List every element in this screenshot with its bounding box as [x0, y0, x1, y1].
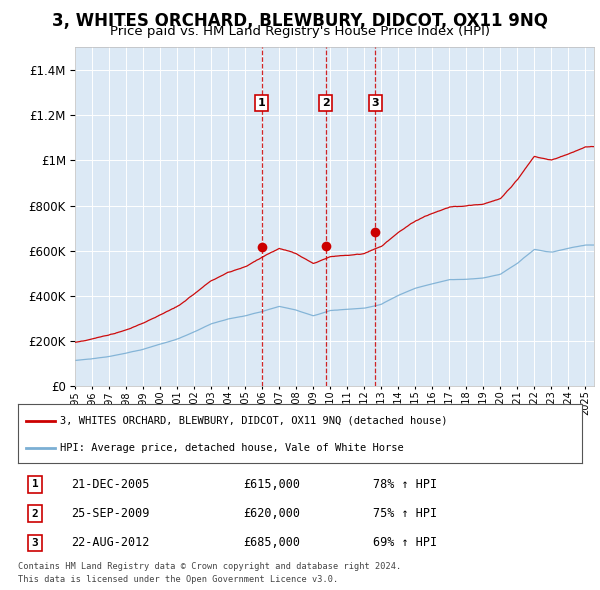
Text: HPI: Average price, detached house, Vale of White Horse: HPI: Average price, detached house, Vale… — [60, 444, 404, 453]
Text: 3: 3 — [371, 98, 379, 108]
Text: 22-AUG-2012: 22-AUG-2012 — [71, 536, 150, 549]
Text: 75% ↑ HPI: 75% ↑ HPI — [373, 507, 437, 520]
Text: 3, WHITES ORCHARD, BLEWBURY, DIDCOT, OX11 9NQ (detached house): 3, WHITES ORCHARD, BLEWBURY, DIDCOT, OX1… — [60, 416, 448, 425]
Text: £620,000: £620,000 — [244, 507, 301, 520]
Text: £685,000: £685,000 — [244, 536, 301, 549]
Text: Contains HM Land Registry data © Crown copyright and database right 2024.: Contains HM Land Registry data © Crown c… — [18, 562, 401, 571]
Text: Price paid vs. HM Land Registry's House Price Index (HPI): Price paid vs. HM Land Registry's House … — [110, 25, 490, 38]
Text: 21-DEC-2005: 21-DEC-2005 — [71, 478, 150, 491]
Text: £615,000: £615,000 — [244, 478, 301, 491]
Text: 3: 3 — [32, 538, 38, 548]
Text: 1: 1 — [258, 98, 266, 108]
Text: 1: 1 — [32, 480, 38, 489]
Text: 25-SEP-2009: 25-SEP-2009 — [71, 507, 150, 520]
Text: 69% ↑ HPI: 69% ↑ HPI — [373, 536, 437, 549]
Text: 2: 2 — [32, 509, 38, 519]
Text: 2: 2 — [322, 98, 329, 108]
Text: 78% ↑ HPI: 78% ↑ HPI — [373, 478, 437, 491]
Text: This data is licensed under the Open Government Licence v3.0.: This data is licensed under the Open Gov… — [18, 575, 338, 584]
Text: 3, WHITES ORCHARD, BLEWBURY, DIDCOT, OX11 9NQ: 3, WHITES ORCHARD, BLEWBURY, DIDCOT, OX1… — [52, 12, 548, 30]
